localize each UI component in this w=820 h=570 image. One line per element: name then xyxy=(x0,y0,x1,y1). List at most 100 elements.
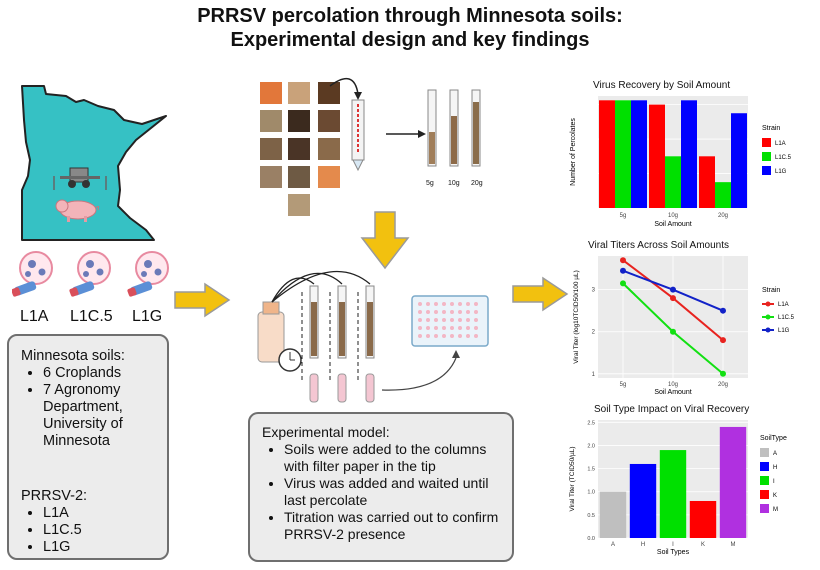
soils-list: 6 Croplands 7 Agronomy Department, Unive… xyxy=(21,365,159,450)
bar xyxy=(629,463,657,538)
bar xyxy=(631,100,647,208)
legend-label: L1G xyxy=(778,328,790,334)
percolation-apparatus-illustration xyxy=(257,270,489,403)
legend-swatch xyxy=(765,301,771,307)
y-tick-label: 1 xyxy=(592,372,596,378)
soils-item: 6 Croplands xyxy=(43,365,159,382)
data-point xyxy=(670,328,676,335)
data-point xyxy=(620,280,626,287)
y-tick-label: 0.5 xyxy=(587,513,595,519)
timer-icon xyxy=(278,348,302,372)
chart2-title: Viral Titers Across Soil Amounts xyxy=(588,240,729,251)
y-tick-label: 3 xyxy=(592,288,596,294)
legend-label: A xyxy=(773,451,777,457)
legend-swatch xyxy=(762,166,771,175)
bar xyxy=(649,104,665,208)
legend-label: K xyxy=(773,493,777,499)
down-arrow-icon xyxy=(360,211,410,270)
x-tick-label: 10g xyxy=(668,213,678,219)
collection-tube-icon xyxy=(337,373,347,403)
tube-20g-icon xyxy=(471,89,481,167)
percolation-column-icon xyxy=(337,285,347,359)
data-point xyxy=(670,295,676,302)
collection-tube-icon xyxy=(309,373,319,403)
percolation-column-icon xyxy=(365,285,375,359)
legend-swatch xyxy=(760,462,769,471)
bar xyxy=(665,156,681,208)
soils-heading: Minnesota soils: xyxy=(21,348,125,364)
x-tick-label: 10g xyxy=(668,382,678,388)
legend-label: I xyxy=(773,479,775,485)
legend-label: L1G xyxy=(775,169,787,175)
virus-vial-icon xyxy=(12,251,53,297)
well-plate-icon xyxy=(411,295,489,347)
soil-samples-illustration xyxy=(260,77,481,216)
minnesota-shape xyxy=(21,85,167,241)
x-axis-label: Soil Amount xyxy=(654,389,691,396)
model-heading: Experimental model: xyxy=(262,424,390,440)
title-line-2: Experimental design and key findings xyxy=(230,29,590,51)
flask-icon xyxy=(257,301,285,363)
bar xyxy=(715,182,731,208)
legend-label: L1A xyxy=(778,302,789,308)
y-axis-label: Viral Titer (log10TCID50/100 µL) xyxy=(573,270,580,364)
legend-swatch xyxy=(765,327,771,333)
virus-vial-icons xyxy=(12,251,169,297)
y-tick-label: 2 xyxy=(592,330,596,336)
bar xyxy=(719,426,747,538)
tube-5g-icon xyxy=(427,89,437,167)
x-tick-label: A xyxy=(611,542,615,548)
data-point xyxy=(620,257,626,264)
tube-label: 20g xyxy=(471,180,483,187)
prrsv-heading: PRRSV-2: xyxy=(21,488,88,504)
model-item: Virus was added and waited until last pe… xyxy=(284,475,502,509)
bar xyxy=(599,100,615,208)
tube-label: 5g xyxy=(426,180,434,187)
chart1-title: Virus Recovery by Soil Amount xyxy=(593,80,731,91)
viral-titers-line-chart: 1 2 3 5g 10g 20g Soil Amount Viral Titer (log10… xyxy=(573,256,795,396)
bar xyxy=(599,491,627,538)
data-point xyxy=(720,337,726,344)
y-axis-label: Number of Percolates xyxy=(570,118,577,186)
legend-label: L1A xyxy=(775,141,786,147)
x-tick-label: I xyxy=(672,542,674,548)
x-tick-label: 20g xyxy=(718,213,728,219)
y-axis-label: Viral Titer (TCID50/µL) xyxy=(569,446,576,511)
filter-column-icon xyxy=(351,99,365,172)
strain-label-l1g: L1G xyxy=(132,308,163,325)
legend-swatch xyxy=(760,448,769,457)
x-axis-label: Soil Amount xyxy=(654,221,691,228)
percolation-column-icon xyxy=(309,285,319,359)
strain-label-l1c5: L1C.5 xyxy=(70,308,113,325)
y-tick-label: 1.5 xyxy=(587,467,595,473)
strains-row: L1A L1C.5 L1G xyxy=(12,250,172,325)
legend-label: L1C.5 xyxy=(775,155,792,161)
experimental-model-panel: Experimental model: Soils were added to … xyxy=(248,412,514,562)
bar xyxy=(615,100,631,208)
title-line-1: PRRSV percolation through Minnesota soil… xyxy=(197,5,623,27)
legend-label: M xyxy=(773,507,778,513)
x-tick-label: K xyxy=(701,542,705,548)
x-tick-label: M xyxy=(731,542,736,548)
x-tick-label: 5g xyxy=(620,382,627,388)
bar xyxy=(689,500,717,538)
y-tick-label: 2.5 xyxy=(587,420,595,426)
data-point xyxy=(720,307,726,314)
model-item: Soils were added to the columns with fil… xyxy=(284,441,502,475)
y-tick-label: 1.0 xyxy=(587,490,595,496)
strain-label-l1a: L1A xyxy=(20,308,49,325)
legend-swatch xyxy=(760,490,769,499)
x-tick-label: H xyxy=(641,542,645,548)
chart3-title: Soil Type Impact on Viral Recovery xyxy=(594,404,750,415)
virus-vial-icon xyxy=(69,251,111,297)
tube-10g-icon xyxy=(449,89,459,167)
data-point xyxy=(670,286,676,293)
soils-info-panel: Minnesota soils: 6 Croplands 7 Agronomy … xyxy=(7,334,169,560)
bar xyxy=(659,450,687,538)
soil-type-bar-chart: 0.0 0.5 1.0 1.5 2.0 2.5 A H I K M Soil Types Viral T… xyxy=(569,420,787,556)
right-arrow-icon xyxy=(174,282,231,318)
minnesota-map-illustration xyxy=(21,85,167,241)
legend-title: SoilType xyxy=(760,435,787,442)
bar xyxy=(731,113,747,208)
prrsv-list: L1A L1C.5 L1G xyxy=(21,505,159,556)
